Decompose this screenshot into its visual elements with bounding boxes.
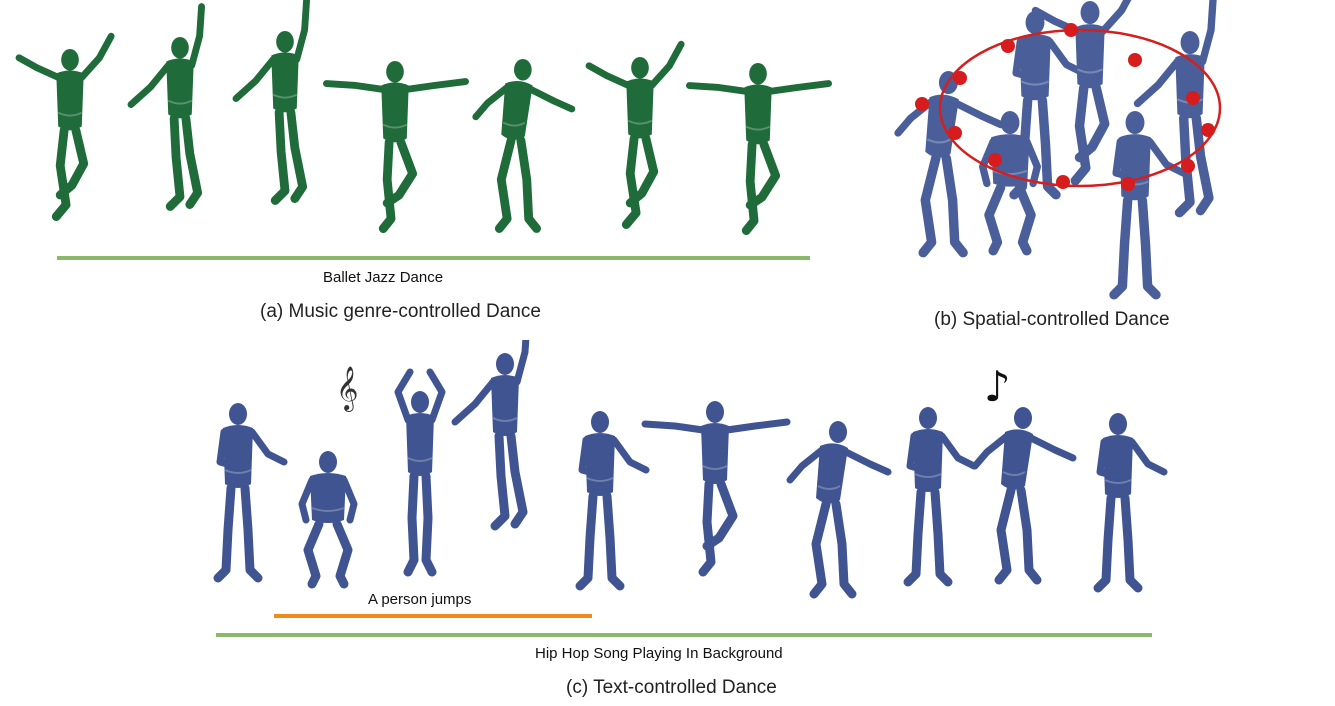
spatial-marker: [1186, 91, 1200, 105]
spatial-marker: [988, 153, 1002, 167]
text-dancer-figure-8: [903, 407, 978, 587]
panel-b: (b) Spatial-controlled Dance: [860, 0, 1335, 340]
green-dancer-figure-5: [472, 58, 576, 233]
spatial-marker: [1001, 39, 1015, 53]
panel-a: Ballet Jazz Dance (a) Music genre-contro…: [0, 0, 840, 330]
text-dancer-figure-2: [298, 451, 358, 589]
spatial-path-loop: [938, 28, 1222, 188]
green-dancer-figure-6: [585, 40, 685, 229]
spatial-dancer-figure-6: [1109, 111, 1187, 300]
green-dancer-figure-7: [685, 62, 832, 235]
panel-a-figures: [15, 0, 832, 235]
spatial-marker: [1121, 177, 1135, 191]
green-dancer-figure-3: [232, 0, 310, 205]
green-dancer-figure-4: [322, 60, 469, 233]
green-dancer-figure-2: [127, 3, 205, 211]
music-control-bar: [216, 633, 1152, 637]
panel-c: 𝄞 ♪ A person jumps Hip Hop Song Playing …: [0, 340, 1335, 706]
music-note-icon: ♪: [984, 362, 1011, 411]
text-dancer-figure-4: [451, 340, 530, 531]
panel-a-caption: (a) Music genre-controlled Dance: [260, 301, 541, 322]
treble-clef-icon: 𝄞: [336, 366, 359, 410]
text-dancer-figure-5: [575, 411, 650, 591]
spatial-marker: [1181, 159, 1195, 173]
spatial-marker: [1056, 175, 1070, 189]
text-control-bar: [274, 614, 592, 618]
panel-c-caption: (c) Text-controlled Dance: [566, 677, 777, 698]
text-dancer-figure-9: [971, 407, 1077, 585]
spatial-marker: [1064, 23, 1078, 37]
panel-c-figures: [213, 340, 1168, 599]
spatial-dancer-figure-5: [979, 111, 1041, 256]
text-dancer-figure-1: [213, 403, 288, 583]
ballet-jazz-bar: [57, 256, 810, 260]
spatial-marker: [1128, 53, 1142, 67]
text-dancer-figure-7: [786, 421, 892, 599]
panel-b-caption: (b) Spatial-controlled Dance: [934, 309, 1170, 330]
spatial-dancer-figure-4: [1133, 0, 1217, 218]
text-dancer-figure-6: [641, 401, 791, 577]
spatial-marker: [915, 97, 929, 111]
ballet-jazz-label: Ballet Jazz Dance: [323, 269, 444, 286]
text-dancer-figure-3: [394, 368, 446, 577]
green-dancer-figure-1: [15, 32, 115, 221]
spatial-marker: [953, 71, 967, 85]
spatial-marker: [1201, 123, 1215, 137]
music-control-label: Hip Hop Song Playing In Background: [535, 645, 783, 662]
panel-b-figures: [894, 0, 1222, 300]
text-dancer-figure-10: [1093, 413, 1168, 593]
text-control-label: A person jumps: [368, 591, 472, 608]
spatial-marker: [948, 126, 962, 140]
